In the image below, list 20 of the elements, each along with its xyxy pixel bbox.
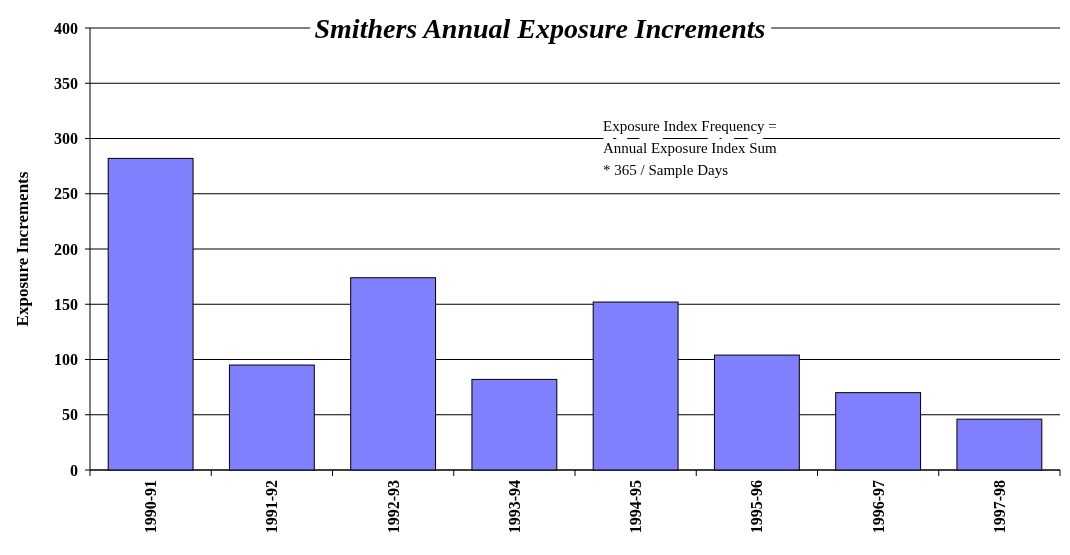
chart-title: Smithers Annual Exposure Increments: [314, 12, 766, 44]
y-tick-label: 250: [54, 185, 78, 203]
y-tick-label: 300: [54, 130, 78, 148]
x-tick-label: 1991-92: [263, 480, 281, 534]
x-tick-label: 1996-97: [869, 480, 887, 534]
x-tick-label: 1993-94: [505, 480, 523, 534]
y-tick-label: 0: [70, 461, 78, 479]
y-axis-title: Exposure Increments: [12, 171, 32, 327]
y-tick-label: 350: [54, 74, 78, 92]
x-tick-label: 1997-98: [990, 480, 1008, 534]
y-tick-label: 100: [54, 351, 78, 369]
y-tick-label: 400: [54, 19, 78, 37]
x-tick-label: 1994-95: [627, 480, 645, 534]
x-tick-label: 1990-91: [142, 480, 160, 534]
y-tick-label: 150: [54, 295, 78, 313]
x-tick-label: 1995-96: [748, 480, 766, 534]
y-tick-label: 50: [62, 406, 78, 424]
x-tick-label: 1992-93: [384, 480, 402, 534]
annotation: Exposure Index Frequency = Annual Exposure Index Sum * 365 / Sample Days: [603, 118, 778, 179]
y-tick-label: 200: [54, 240, 78, 258]
